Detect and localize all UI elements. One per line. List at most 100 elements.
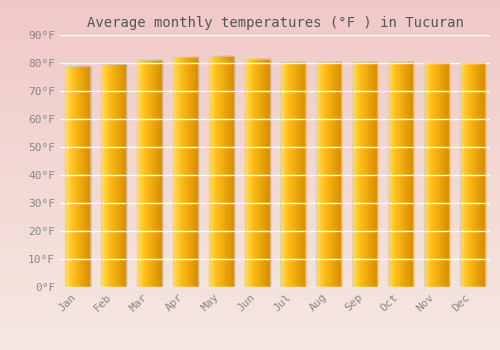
Bar [150,60,152,287]
Bar [187,57,188,287]
Bar [439,63,440,287]
Bar [257,59,258,287]
Bar [83,66,84,287]
Bar [393,62,394,287]
Bar [220,56,222,287]
Bar [427,63,428,287]
Bar [256,59,257,287]
Bar [428,63,429,287]
Bar [218,56,219,287]
Bar [284,62,286,287]
Bar [390,62,392,287]
Bar [409,62,410,287]
Bar [66,66,67,287]
Bar [318,62,320,287]
Bar [80,66,82,287]
Bar [157,60,158,287]
Bar [302,62,303,287]
Bar [108,64,109,287]
Bar [467,63,468,287]
Bar [106,64,107,287]
Bar [182,57,183,287]
Bar [173,57,198,287]
Bar [433,63,434,287]
Bar [352,62,377,287]
Bar [396,62,397,287]
Bar [281,62,282,287]
Bar [78,66,79,287]
Bar [212,56,213,287]
Bar [216,56,217,287]
Bar [293,62,294,287]
Bar [137,60,138,287]
Bar [327,62,328,287]
Bar [334,62,336,287]
Bar [71,66,72,287]
Bar [477,63,478,287]
Bar [366,62,367,287]
Bar [251,59,252,287]
Bar [369,62,370,287]
Bar [160,60,162,287]
Bar [137,60,162,287]
Bar [468,63,469,287]
Bar [440,63,442,287]
Bar [290,62,292,287]
Bar [88,66,89,287]
Bar [402,62,403,287]
Bar [288,62,289,287]
Bar [68,66,70,287]
Bar [332,62,333,287]
Bar [119,64,120,287]
Bar [438,63,439,287]
Bar [76,66,77,287]
Bar [144,60,146,287]
Bar [460,63,484,287]
Bar [72,66,73,287]
Bar [298,62,299,287]
Bar [463,63,464,287]
Bar [286,62,287,287]
Bar [153,60,154,287]
Bar [358,62,360,287]
Bar [291,62,292,287]
Bar [461,63,462,287]
Bar [354,62,356,287]
Bar [117,64,118,287]
Bar [324,62,326,287]
Bar [177,57,178,287]
Bar [367,62,368,287]
Bar [74,66,76,287]
Bar [252,59,253,287]
Bar [262,59,263,287]
Bar [246,59,247,287]
Bar [193,57,194,287]
Bar [140,60,141,287]
Bar [116,64,117,287]
Bar [227,56,228,287]
Bar [268,59,269,287]
Bar [254,59,256,287]
Bar [214,56,216,287]
Bar [404,62,406,287]
Bar [260,59,262,287]
Bar [424,63,449,287]
Bar [432,63,433,287]
Bar [208,56,210,287]
Bar [253,59,254,287]
Bar [287,62,288,287]
Bar [181,57,182,287]
Bar [156,60,157,287]
Bar [476,63,477,287]
Bar [188,57,189,287]
Bar [250,59,252,287]
Bar [280,62,305,287]
Bar [434,63,436,287]
Bar [282,62,283,287]
Bar [112,64,113,287]
Bar [103,64,104,287]
Bar [316,62,317,287]
Bar [223,56,224,287]
Bar [148,60,150,287]
Bar [147,60,148,287]
